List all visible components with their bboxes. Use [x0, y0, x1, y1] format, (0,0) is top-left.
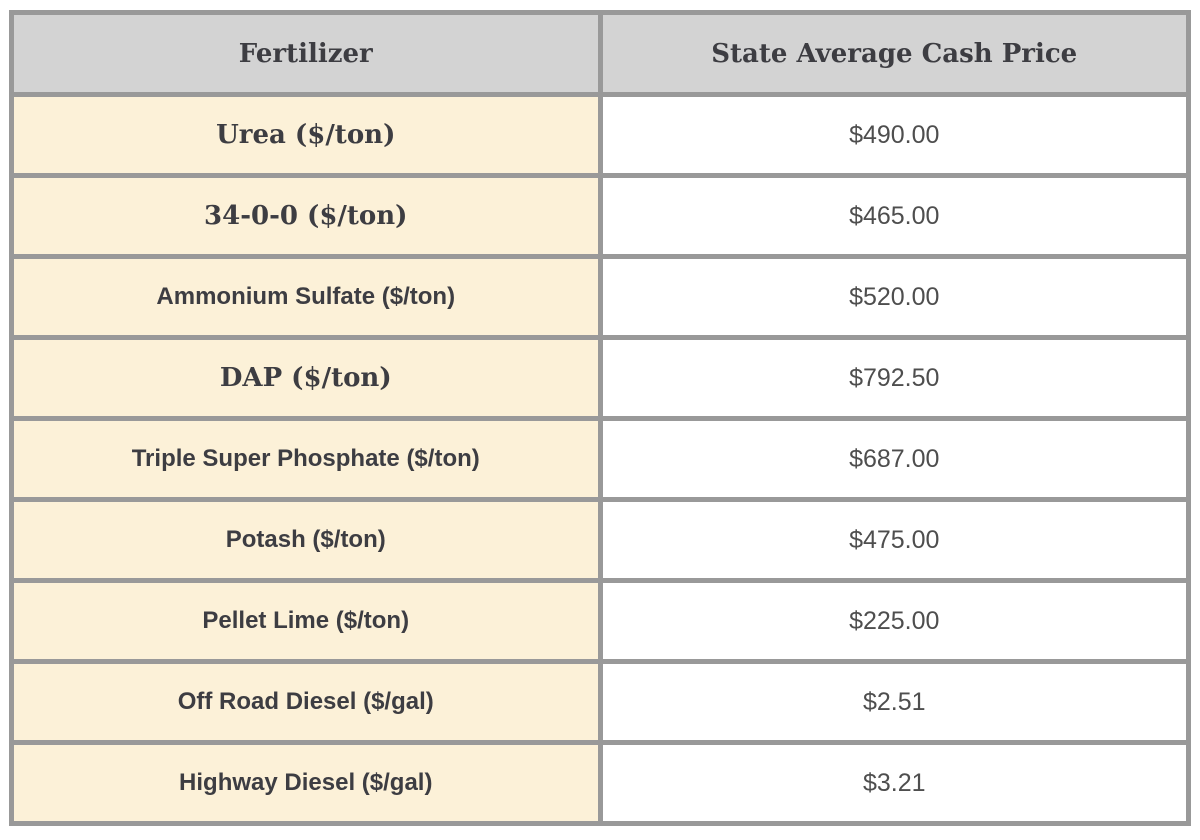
table-row: Ammonium Sulfate ($/ton) $520.00 [9, 254, 1191, 340]
price-value-ammonium-sulfate: $520.00 [597, 254, 1191, 340]
fertilizer-label-highway-diesel: Highway Diesel ($/gal) [9, 740, 603, 826]
column-header-fertilizer: Fertilizer [9, 10, 603, 97]
price-value-highway-diesel: $3.21 [597, 740, 1191, 826]
price-value-pellet-lime: $225.00 [597, 578, 1191, 664]
fertilizer-price-table: Fertilizer State Average Cash Price Urea… [9, 10, 1191, 826]
table-row: DAP ($/ton) $792.50 [9, 335, 1191, 421]
fertilizer-label-potash: Potash ($/ton) [9, 497, 603, 583]
fertilizer-label-ammonium-sulfate: Ammonium Sulfate ($/ton) [9, 254, 603, 340]
table-row: 34-0-0 ($/ton) $465.00 [9, 173, 1191, 259]
fertilizer-label-triple-super-phosphate: Triple Super Phosphate ($/ton) [9, 416, 603, 502]
table-body: Urea ($/ton) $490.00 34-0-0 ($/ton) $465… [9, 92, 1191, 826]
table-header: Fertilizer State Average Cash Price [9, 10, 1191, 97]
price-value-dap: $792.50 [597, 335, 1191, 421]
column-header-price: State Average Cash Price [597, 10, 1191, 97]
fertilizer-label-dap: DAP ($/ton) [9, 335, 603, 421]
header-row: Fertilizer State Average Cash Price [9, 10, 1191, 97]
table-row: Triple Super Phosphate ($/ton) $687.00 [9, 416, 1191, 502]
price-value-34-0-0: $465.00 [597, 173, 1191, 259]
price-value-urea: $490.00 [597, 92, 1191, 178]
fertilizer-label-pellet-lime: Pellet Lime ($/ton) [9, 578, 603, 664]
table-row: Potash ($/ton) $475.00 [9, 497, 1191, 583]
price-value-triple-super-phosphate: $687.00 [597, 416, 1191, 502]
table-row: Pellet Lime ($/ton) $225.00 [9, 578, 1191, 664]
price-value-potash: $475.00 [597, 497, 1191, 583]
fertilizer-label-urea: Urea ($/ton) [9, 92, 603, 178]
fertilizer-label-off-road-diesel: Off Road Diesel ($/gal) [9, 659, 603, 745]
table-row: Highway Diesel ($/gal) $3.21 [9, 740, 1191, 826]
table-row: Urea ($/ton) $490.00 [9, 92, 1191, 178]
price-value-off-road-diesel: $2.51 [597, 659, 1191, 745]
fertilizer-label-34-0-0: 34-0-0 ($/ton) [9, 173, 603, 259]
table-row: Off Road Diesel ($/gal) $2.51 [9, 659, 1191, 745]
